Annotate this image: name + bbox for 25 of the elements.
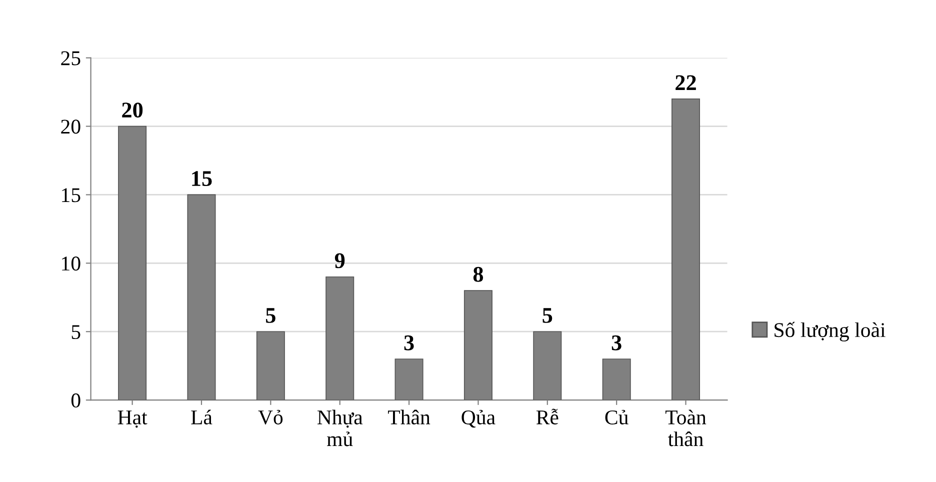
y-tick-label: 5 bbox=[72, 325, 80, 340]
x-tick-label: Vỏ bbox=[258, 410, 283, 425]
x-tick-label: Củ bbox=[605, 410, 628, 424]
x-tick-label: Lá bbox=[191, 410, 212, 424]
data-label: 9 bbox=[334, 253, 345, 268]
data-label: 3 bbox=[404, 335, 414, 350]
legend-label: Số lượng loài bbox=[774, 322, 886, 342]
data-label: 15 bbox=[192, 171, 212, 186]
y-tick-label: 0 bbox=[71, 393, 80, 408]
data-label: 5 bbox=[542, 308, 552, 323]
y-tick-label: 20 bbox=[61, 120, 80, 134]
data-label: 5 bbox=[266, 308, 276, 323]
x-tick-label: Qủa bbox=[462, 410, 496, 428]
x-tick-label: Hạt bbox=[118, 410, 148, 428]
x-tick-label: Toàn thân bbox=[665, 410, 706, 446]
data-label: 22 bbox=[676, 75, 696, 90]
y-tick-label: 15 bbox=[62, 188, 80, 202]
x-tick-label: Rễ bbox=[536, 408, 558, 424]
data-label: 20 bbox=[122, 102, 143, 118]
x-tick-label: Thân bbox=[388, 410, 430, 424]
y-tick-label: 25 bbox=[61, 51, 80, 66]
y-tick-label: 10 bbox=[62, 256, 80, 271]
x-tick-label: Nhựa mủ bbox=[317, 410, 363, 446]
data-label: 3 bbox=[612, 335, 622, 350]
data-label: 8 bbox=[473, 266, 484, 282]
